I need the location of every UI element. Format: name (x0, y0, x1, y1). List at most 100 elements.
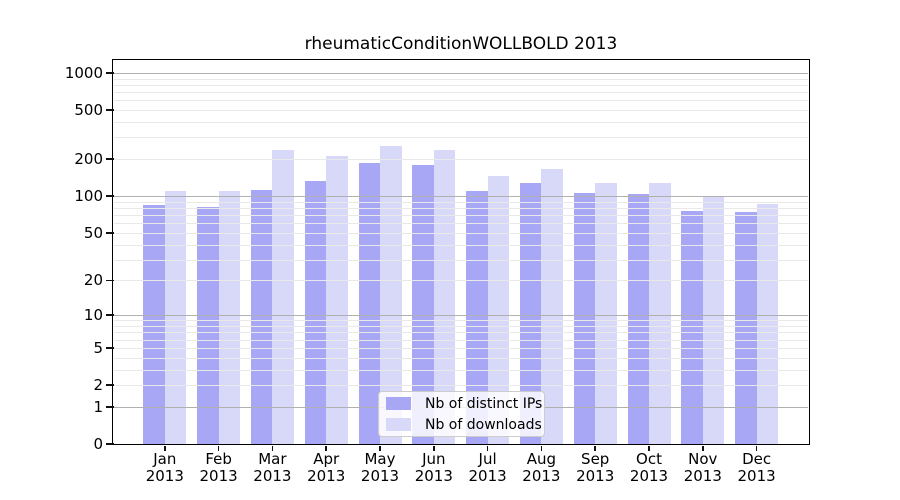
x-tick-month: Dec (742, 450, 772, 468)
x-tick-label: May 2013 (340, 451, 420, 485)
x-tick-year: 2013 (522, 467, 561, 485)
y-tick-mark (106, 231, 114, 234)
legend-item: Nb of distinct IPs (386, 395, 542, 413)
y-tick-mark (106, 279, 114, 282)
y-tick-label: 100 (74, 187, 103, 206)
x-tick-month: Mar (258, 450, 287, 468)
x-tick-year: 2013 (576, 467, 615, 485)
gridline-minor (114, 215, 808, 216)
bar-downloads (218, 190, 241, 444)
x-tick-mark (217, 445, 220, 451)
x-tick-label: Mar 2013 (232, 451, 312, 485)
x-tick-month: Jan (153, 450, 177, 468)
x-tick-mark (379, 445, 381, 451)
x-tick-mark (271, 445, 274, 451)
y-tick-mark (106, 314, 114, 316)
x-tick-label: Jul 2013 (448, 451, 528, 485)
bar-distinct-ips (197, 206, 219, 444)
y-tick-mark (106, 195, 114, 197)
bar-distinct-ips (627, 194, 649, 444)
y-tick-label: 50 (83, 223, 103, 242)
y-tick-mark (106, 384, 114, 386)
y-tick-label: 20 (83, 271, 103, 290)
y-tick-mark (106, 346, 114, 349)
x-tick-label: Aug 2013 (501, 451, 581, 485)
gridline-minor (114, 201, 808, 203)
gridline-minor (114, 339, 808, 341)
gridline-minor (114, 357, 808, 359)
y-tick-label: 1 (93, 397, 103, 416)
x-tick-year: 2013 (145, 467, 184, 485)
gridline-minor (114, 84, 808, 86)
y-tick-label: 1000 (64, 63, 103, 82)
legend: Nb of distinct IPs Nb of downloads (378, 391, 545, 437)
x-tick-mark (594, 445, 596, 451)
x-tick-year: 2013 (253, 467, 292, 485)
chart-title: rheumaticConditionWOLLBOLD 2013 (304, 34, 618, 54)
x-tick-mark (486, 445, 489, 451)
x-tick-year: 2013 (307, 467, 346, 485)
gridline-minor (114, 137, 808, 139)
x-tick-month: Jul (478, 450, 497, 468)
x-tick-mark (164, 445, 166, 451)
gridline-minor (114, 159, 808, 161)
y-tick-mark (106, 405, 114, 408)
bar-distinct-ips (681, 210, 703, 444)
bar-distinct-ips (573, 193, 596, 444)
gridline-minor (114, 369, 808, 371)
x-tick-month: Feb (205, 450, 232, 468)
x-tick-label: Oct 2013 (609, 451, 689, 485)
bar-downloads (272, 150, 294, 444)
x-tick-label: Feb 2013 (179, 451, 259, 485)
bar-distinct-ips (304, 180, 327, 444)
y-tick-mark (106, 72, 114, 74)
bar-distinct-ips (466, 190, 488, 444)
gridline-minor (114, 385, 808, 386)
x-tick-year: 2013 (414, 467, 453, 485)
gridline-minor (114, 244, 808, 246)
x-tick-year: 2013 (629, 467, 669, 485)
bar-distinct-ips (735, 212, 757, 444)
bar-downloads (380, 145, 402, 444)
x-tick-year: 2013 (468, 467, 507, 485)
legend-swatch-icon (386, 397, 411, 410)
legend-swatch-icon (386, 418, 411, 431)
x-tick-year: 2013 (360, 467, 400, 485)
x-tick-mark (755, 445, 758, 451)
legend-label: Nb of distinct IPs (425, 395, 543, 412)
x-tick-month: Sep (581, 450, 610, 468)
gridline-minor (114, 100, 808, 102)
y-tick-label: 500 (74, 101, 103, 120)
legend-item: Nb of downloads (386, 416, 542, 434)
bar-distinct-ips (250, 189, 273, 444)
x-tick-label: Dec 2013 (717, 451, 797, 485)
gridline-minor (114, 232, 808, 234)
x-tick-label: Apr 2013 (286, 451, 366, 485)
gridline-minor (114, 122, 808, 123)
x-tick-year: 2013 (199, 467, 238, 485)
gridline-major (114, 315, 808, 317)
y-tick-label: 2 (93, 375, 103, 394)
y-tick-label: 10 (83, 306, 103, 325)
gridline-minor (114, 92, 808, 93)
bar-distinct-ips (358, 162, 380, 444)
x-tick-month: Oct (636, 450, 662, 468)
bar-downloads (756, 204, 779, 444)
bar-downloads (326, 155, 348, 444)
x-tick-label: Jan 2013 (125, 451, 205, 485)
x-tick-mark (325, 445, 327, 451)
gridline-minor (114, 320, 808, 322)
gridline-minor (114, 223, 808, 225)
gridline-minor (114, 347, 808, 349)
gridline-minor (114, 259, 808, 261)
gridline-minor (114, 110, 808, 111)
gridline-minor (114, 326, 808, 327)
x-tick-month: Apr (313, 450, 340, 468)
gridline-major (114, 72, 808, 74)
x-tick-month: Jun (422, 450, 446, 468)
y-tick-label: 5 (93, 338, 103, 357)
x-tick-label: Nov 2013 (663, 451, 743, 485)
gridline-minor (114, 280, 808, 282)
x-tick-mark (702, 445, 704, 451)
x-tick-mark (540, 445, 543, 451)
